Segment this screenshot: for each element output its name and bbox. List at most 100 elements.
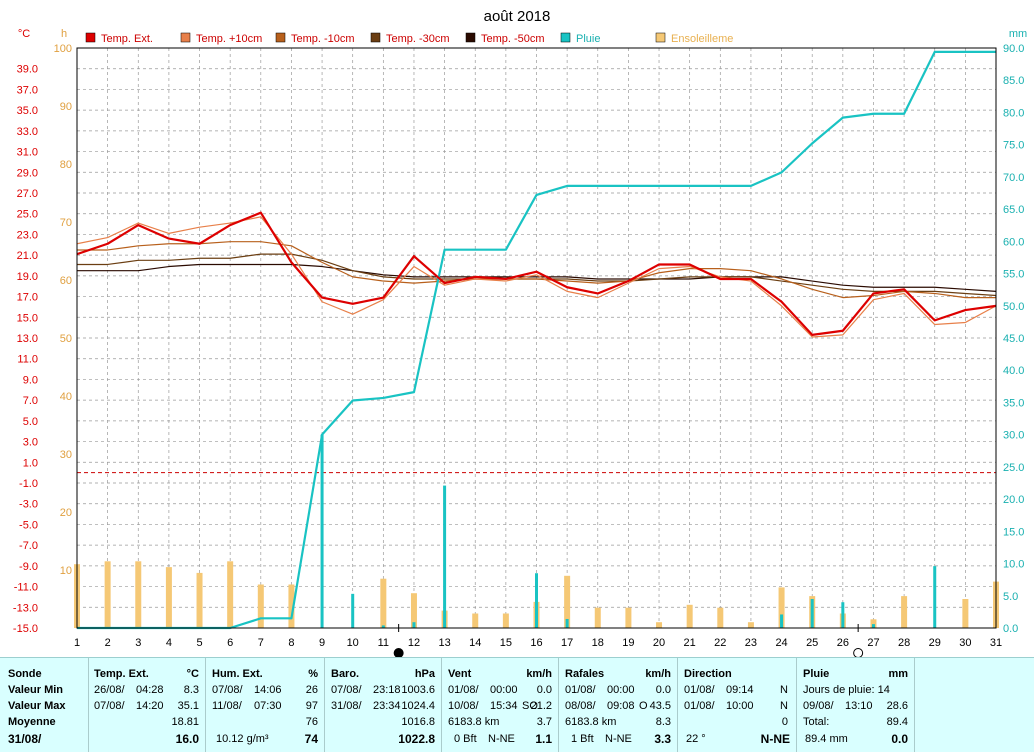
hum-max-date: 11/08/	[212, 700, 242, 712]
series-line-temp-10cm	[77, 241, 996, 299]
legend-label: Temp. +10cm	[196, 33, 262, 45]
day-tick-label: 23	[745, 637, 757, 649]
series-line-temp-50cm	[77, 263, 997, 292]
vent-max-dir: SO	[522, 700, 538, 712]
legend-label: Pluie	[576, 33, 600, 45]
daily-rain-bar	[810, 599, 814, 628]
temp-current: 16.0	[175, 732, 199, 746]
hours-tick-label: 10	[60, 565, 72, 577]
max-label: Valeur Max	[8, 700, 66, 712]
rain-tick-label: 70.0	[1003, 172, 1024, 184]
day-tick-label: 18	[592, 637, 604, 649]
day-tick-label: 12	[408, 637, 420, 649]
rain-tick-label: 85.0	[1003, 75, 1024, 87]
vent-bft-dir: N-NE	[488, 733, 515, 745]
sunshine-bar	[656, 622, 663, 628]
summary-col-temp: Temp. Ext. °C 26/08/04:28 8.3 07/08/14:20 3…	[88, 658, 206, 752]
daily-rain-bar	[565, 618, 569, 628]
vent-current: 1.1	[535, 732, 552, 746]
temp-tick-label: 25.0	[17, 209, 38, 221]
hours-tick-label: 50	[60, 333, 72, 345]
rain-tick-label: 55.0	[1003, 269, 1024, 281]
baro-min-time: 23:18	[373, 684, 401, 696]
legend-label: Temp. -30cm	[386, 33, 450, 45]
hours-tick-label: 100	[54, 43, 72, 55]
temp-tick-label: -3.0	[19, 499, 38, 511]
hum-avg: 76	[305, 716, 318, 728]
moon-markers	[393, 624, 864, 657]
sunshine-bar	[778, 587, 785, 628]
direction-degrees: 22 °	[686, 733, 706, 745]
legend-label: Ensoleilleme	[671, 33, 733, 45]
direction-max-time: 10:00	[726, 700, 754, 712]
temp-tick-label: 35.0	[17, 105, 38, 117]
rafales-bft-dir: N-NE	[605, 733, 632, 745]
day-tick-label: 2	[105, 637, 111, 649]
temp-tick-label: 29.0	[17, 167, 38, 179]
climate-chart: août 2018 °C h mm Temp. Ext. Temp. +10cm T…	[13, 8, 1027, 657]
sunshine-bar	[564, 575, 571, 628]
day-tick-label: 5	[196, 637, 202, 649]
pluie-max-date: 09/08/	[803, 700, 834, 712]
temp-tick-label: 27.0	[17, 188, 38, 200]
day-tick-label: 16	[530, 637, 542, 649]
hum-title: Hum. Ext.	[212, 668, 263, 680]
temp-unit: °C	[186, 668, 199, 680]
hours-tick-label: 90	[60, 101, 72, 113]
axes: 39.037.035.033.031.029.027.025.023.021.0…	[13, 43, 1025, 649]
hum-min-date: 07/08/	[212, 684, 243, 696]
vent-max-value: 21.2	[530, 700, 552, 712]
temp-max-value: 35.1	[177, 700, 199, 712]
rafales-current: 3.3	[654, 732, 671, 746]
daily-rain-bar	[381, 625, 385, 628]
direction-min-date: 01/08/	[684, 684, 715, 696]
day-tick-label: 6	[227, 637, 233, 649]
vent-max-time: 15:34	[490, 700, 518, 712]
rain-tick-label: 45.0	[1003, 333, 1024, 345]
sunshine-bar	[901, 596, 908, 628]
summary-col-baro: Baro. hPa 07/08/23:18 1003.6 31/08/23:34 10…	[325, 658, 442, 752]
rafales-max-value: 43.5	[649, 700, 671, 712]
temp-tick-label: -9.0	[19, 561, 38, 573]
day-tick-label: 17	[561, 637, 573, 649]
daily-rain-bar	[780, 614, 784, 628]
hum-absolute: 10.12 g/m³	[216, 733, 269, 745]
vent-bft: 0 Bft	[454, 733, 477, 745]
day-tick-label: 28	[898, 637, 910, 649]
rafales-max-time: 09:08	[607, 700, 635, 712]
rain-tick-label: 75.0	[1003, 140, 1024, 152]
pluie-total: 89.4	[886, 716, 908, 728]
daily-rain-bar	[933, 566, 937, 628]
pluie-max-value: 28.6	[886, 700, 908, 712]
day-tick-label: 7	[258, 637, 264, 649]
rain-tick-label: 0.0	[1003, 623, 1018, 635]
rain-tick-label: 65.0	[1003, 204, 1024, 216]
baro-min-date: 07/08/	[331, 684, 362, 696]
pluie-total-label: Total:	[803, 716, 830, 728]
day-tick-label: 11	[378, 637, 389, 649]
hum-current: 74	[304, 732, 318, 746]
vent-distance: 6183.8 km	[448, 716, 500, 728]
rafales-min-time: 00:00	[607, 684, 635, 696]
hours-axis-unit: h	[61, 28, 67, 40]
temp-title: Temp. Ext.	[94, 668, 149, 680]
legend-swatch	[180, 32, 191, 43]
rain-tick-label: 10.0	[1003, 559, 1024, 571]
day-tick-label: 15	[500, 637, 512, 649]
temp-avg: 18.81	[171, 716, 199, 728]
temp-tick-label: 11.0	[17, 354, 38, 366]
rafales-title: Rafales	[565, 668, 605, 680]
legend-swatch	[655, 32, 666, 43]
baro-unit: hPa	[414, 668, 435, 680]
baro-max-value: 1024.4	[401, 700, 435, 712]
day-tick-label: 24	[775, 637, 787, 649]
summary-col-pluie: Pluie mm Jours de pluie: 14 09/08/13:10 28…	[797, 658, 915, 752]
temp-tick-label: 9.0	[23, 374, 38, 386]
sunshine-bar	[196, 572, 203, 628]
chart-title: août 2018	[484, 8, 551, 25]
temp-min-time: 04:28	[136, 684, 164, 696]
day-tick-label: 21	[684, 637, 696, 649]
direction-max-value: N	[780, 700, 788, 712]
baro-current: 1022.8	[398, 732, 435, 746]
plot-frame	[76, 47, 997, 629]
